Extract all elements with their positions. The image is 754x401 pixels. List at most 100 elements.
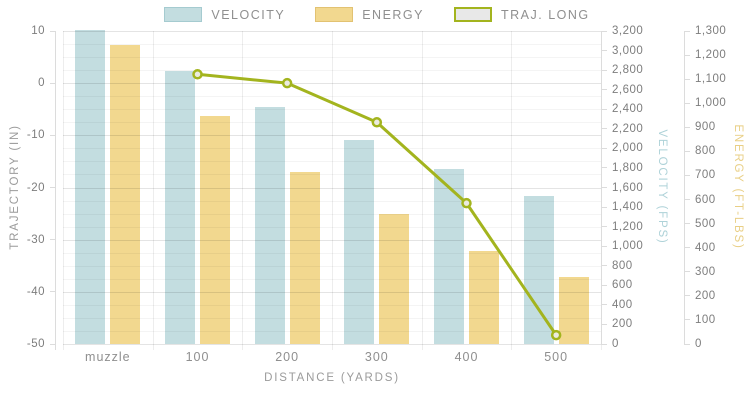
tick-label: 900 <box>695 121 716 134</box>
major-gridline <box>63 135 601 137</box>
energy-tick: 1,100 <box>684 73 726 85</box>
energy-bar[interactable] <box>200 116 230 344</box>
velocity-tick: 3,200 <box>601 25 643 37</box>
tick-mark <box>601 245 607 247</box>
legend-item-traj-long[interactable]: TRAJ. LONG <box>454 7 590 22</box>
tick-label: 200 <box>695 289 716 302</box>
tick-mark <box>50 30 56 32</box>
energy-bar[interactable] <box>379 214 410 344</box>
tick-mark <box>684 271 690 273</box>
tick-mark <box>50 134 56 136</box>
tick-label: 1,800 <box>612 161 644 174</box>
major-gridline <box>63 83 601 85</box>
tick-mark <box>50 343 56 345</box>
major-gridline <box>63 187 601 189</box>
tick-mark <box>684 78 690 80</box>
traj-long-marker[interactable] <box>550 329 562 341</box>
tick-label: 200 <box>612 318 633 331</box>
minor-gridline <box>63 330 601 332</box>
velocity-bar[interactable] <box>75 29 106 344</box>
line-swatch-icon <box>454 7 492 22</box>
legend-item-energy[interactable]: ENERGY <box>315 7 424 22</box>
tick-label: 1,000 <box>612 240 644 253</box>
velocity-bar[interactable] <box>344 139 375 344</box>
tick-mark <box>601 50 607 52</box>
vertical-gridline <box>332 31 333 350</box>
traj-long-marker[interactable] <box>281 77 293 89</box>
energy-tick: 600 <box>684 194 716 206</box>
tick-label: 100 <box>695 313 716 326</box>
tick-mark <box>684 102 690 104</box>
tick-label: 600 <box>695 193 716 206</box>
tick-label: 1,300 <box>695 25 727 37</box>
velocity-bar[interactable] <box>254 106 285 344</box>
velocity-tick: 1,400 <box>601 201 643 213</box>
velocity-tick: 200 <box>601 318 633 330</box>
energy-tick: 500 <box>684 218 716 230</box>
energy-tick: 400 <box>684 242 716 254</box>
tick-mark <box>684 319 690 321</box>
trajectory-tick: -40 <box>27 286 56 298</box>
tick-label: 400 <box>612 298 633 311</box>
plot-area <box>63 29 602 350</box>
minor-gridline <box>63 109 601 111</box>
gridlines-layer <box>63 31 602 350</box>
velocity-tick: 400 <box>601 299 633 311</box>
velocity-bar[interactable] <box>165 71 195 344</box>
tick-mark <box>50 239 56 241</box>
velocity-bar[interactable] <box>523 195 554 344</box>
tick-label: 1,200 <box>695 49 727 62</box>
tick-mark <box>601 206 607 208</box>
tick-mark <box>601 284 607 286</box>
traj-long-marker[interactable] <box>192 69 203 80</box>
traj-long-marker[interactable] <box>371 117 383 128</box>
velocity-tick: 2,000 <box>601 142 643 154</box>
trajectory-tick: -20 <box>27 182 56 194</box>
tick-label: -30 <box>26 233 45 246</box>
tick-label: 300 <box>695 265 716 278</box>
tick-mark <box>684 30 690 32</box>
vertical-gridline <box>63 31 64 350</box>
minor-gridline <box>63 70 601 72</box>
tick-mark <box>684 295 690 297</box>
velocity-tick: 800 <box>601 260 633 272</box>
tick-label: 3,200 <box>612 25 644 37</box>
trajectory-axis-title: TRAJECTORY (IN) <box>9 124 21 250</box>
tick-mark <box>684 126 690 128</box>
tick-label: 800 <box>612 259 633 272</box>
energy-bar[interactable] <box>558 276 589 344</box>
minor-gridline <box>63 44 601 46</box>
trajectory-line-layer <box>192 69 562 341</box>
energy-bar[interactable] <box>289 171 320 344</box>
energy-tick: 1,200 <box>684 49 726 61</box>
energy-tick: 1,300 <box>684 25 726 37</box>
x-axis-title: DISTANCE (YARDS) <box>264 372 400 384</box>
energy-tick: 1,000 <box>684 97 726 109</box>
velocity-tick: 600 <box>601 279 633 291</box>
legend-item-velocity[interactable]: VELOCITY <box>164 7 285 22</box>
vertical-gridline <box>152 31 154 350</box>
tick-mark <box>601 108 607 110</box>
tick-mark <box>684 223 690 225</box>
energy-bar[interactable] <box>110 45 141 344</box>
tick-mark <box>50 291 56 293</box>
energy-tick: 300 <box>684 266 716 278</box>
velocity-axis-line <box>601 31 602 344</box>
tick-label: 1,200 <box>612 220 644 233</box>
major-gridline <box>63 239 601 241</box>
velocity-axis-title: VELOCITY (FPS) <box>656 129 668 245</box>
trajectory-axis-ticks: 10 0 -10 -20 -30 -40 -50 <box>0 25 56 350</box>
traj-long-marker[interactable] <box>461 197 472 209</box>
major-gridline <box>63 291 601 293</box>
energy-bar[interactable] <box>469 251 499 344</box>
tick-label: -20 <box>26 181 45 194</box>
tick-label: 0 <box>38 77 45 90</box>
tick-label: 2,000 <box>612 142 644 155</box>
x-category-label: 300 <box>364 350 389 364</box>
tick-mark <box>684 199 690 201</box>
tick-mark <box>601 167 607 169</box>
tick-label: 10 <box>31 25 45 37</box>
trajectory-tick: 10 <box>31 25 56 37</box>
tick-label: 2,600 <box>612 83 644 96</box>
